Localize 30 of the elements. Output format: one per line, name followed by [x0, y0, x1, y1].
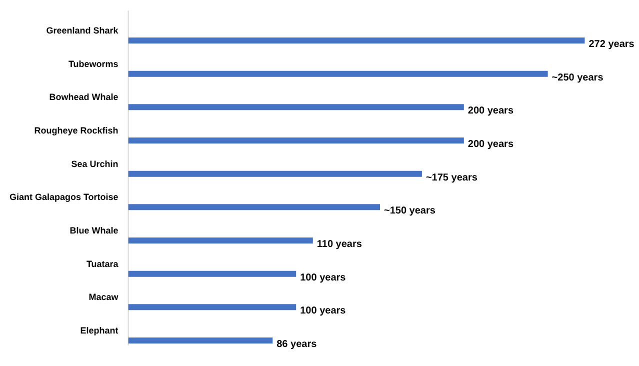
bar [128, 70, 548, 77]
bar [128, 238, 313, 244]
data-label: 200 years [468, 106, 514, 117]
y-tick-label: Rougheye Rockfish [34, 126, 118, 136]
bar [128, 138, 464, 144]
y-tick-label: Elephant [80, 326, 118, 336]
bar [128, 270, 296, 277]
y-tick-label: Bowhead Whale [49, 92, 118, 102]
y-tick-label: Sea Urchin [71, 158, 118, 169]
data-label: 110 years [316, 239, 362, 250]
data-label: 272 years [588, 39, 635, 50]
y-tick-label: Tubeworms [68, 58, 118, 69]
bar [128, 304, 296, 310]
data-label: 200 years [468, 139, 514, 150]
bar [128, 170, 422, 177]
data-label: 100 years [300, 306, 346, 317]
bar [128, 38, 585, 44]
bar [128, 204, 380, 210]
data-label: ~150 years [384, 206, 436, 217]
data-label: 100 years [300, 272, 346, 284]
y-tick-label: Giant Galapagos Tortoise [9, 192, 118, 202]
y-tick-label: Tuatara [86, 258, 120, 269]
bar [128, 104, 464, 110]
data-label: ~250 years [552, 72, 604, 84]
data-label: ~175 years [426, 172, 478, 184]
bar [128, 338, 273, 344]
y-tick-label: Macaw [88, 292, 120, 302]
data-label: 86 years [276, 339, 318, 350]
y-tick-label: Blue Whale [70, 226, 118, 236]
y-tick-label: Greenland Shark [46, 26, 120, 36]
